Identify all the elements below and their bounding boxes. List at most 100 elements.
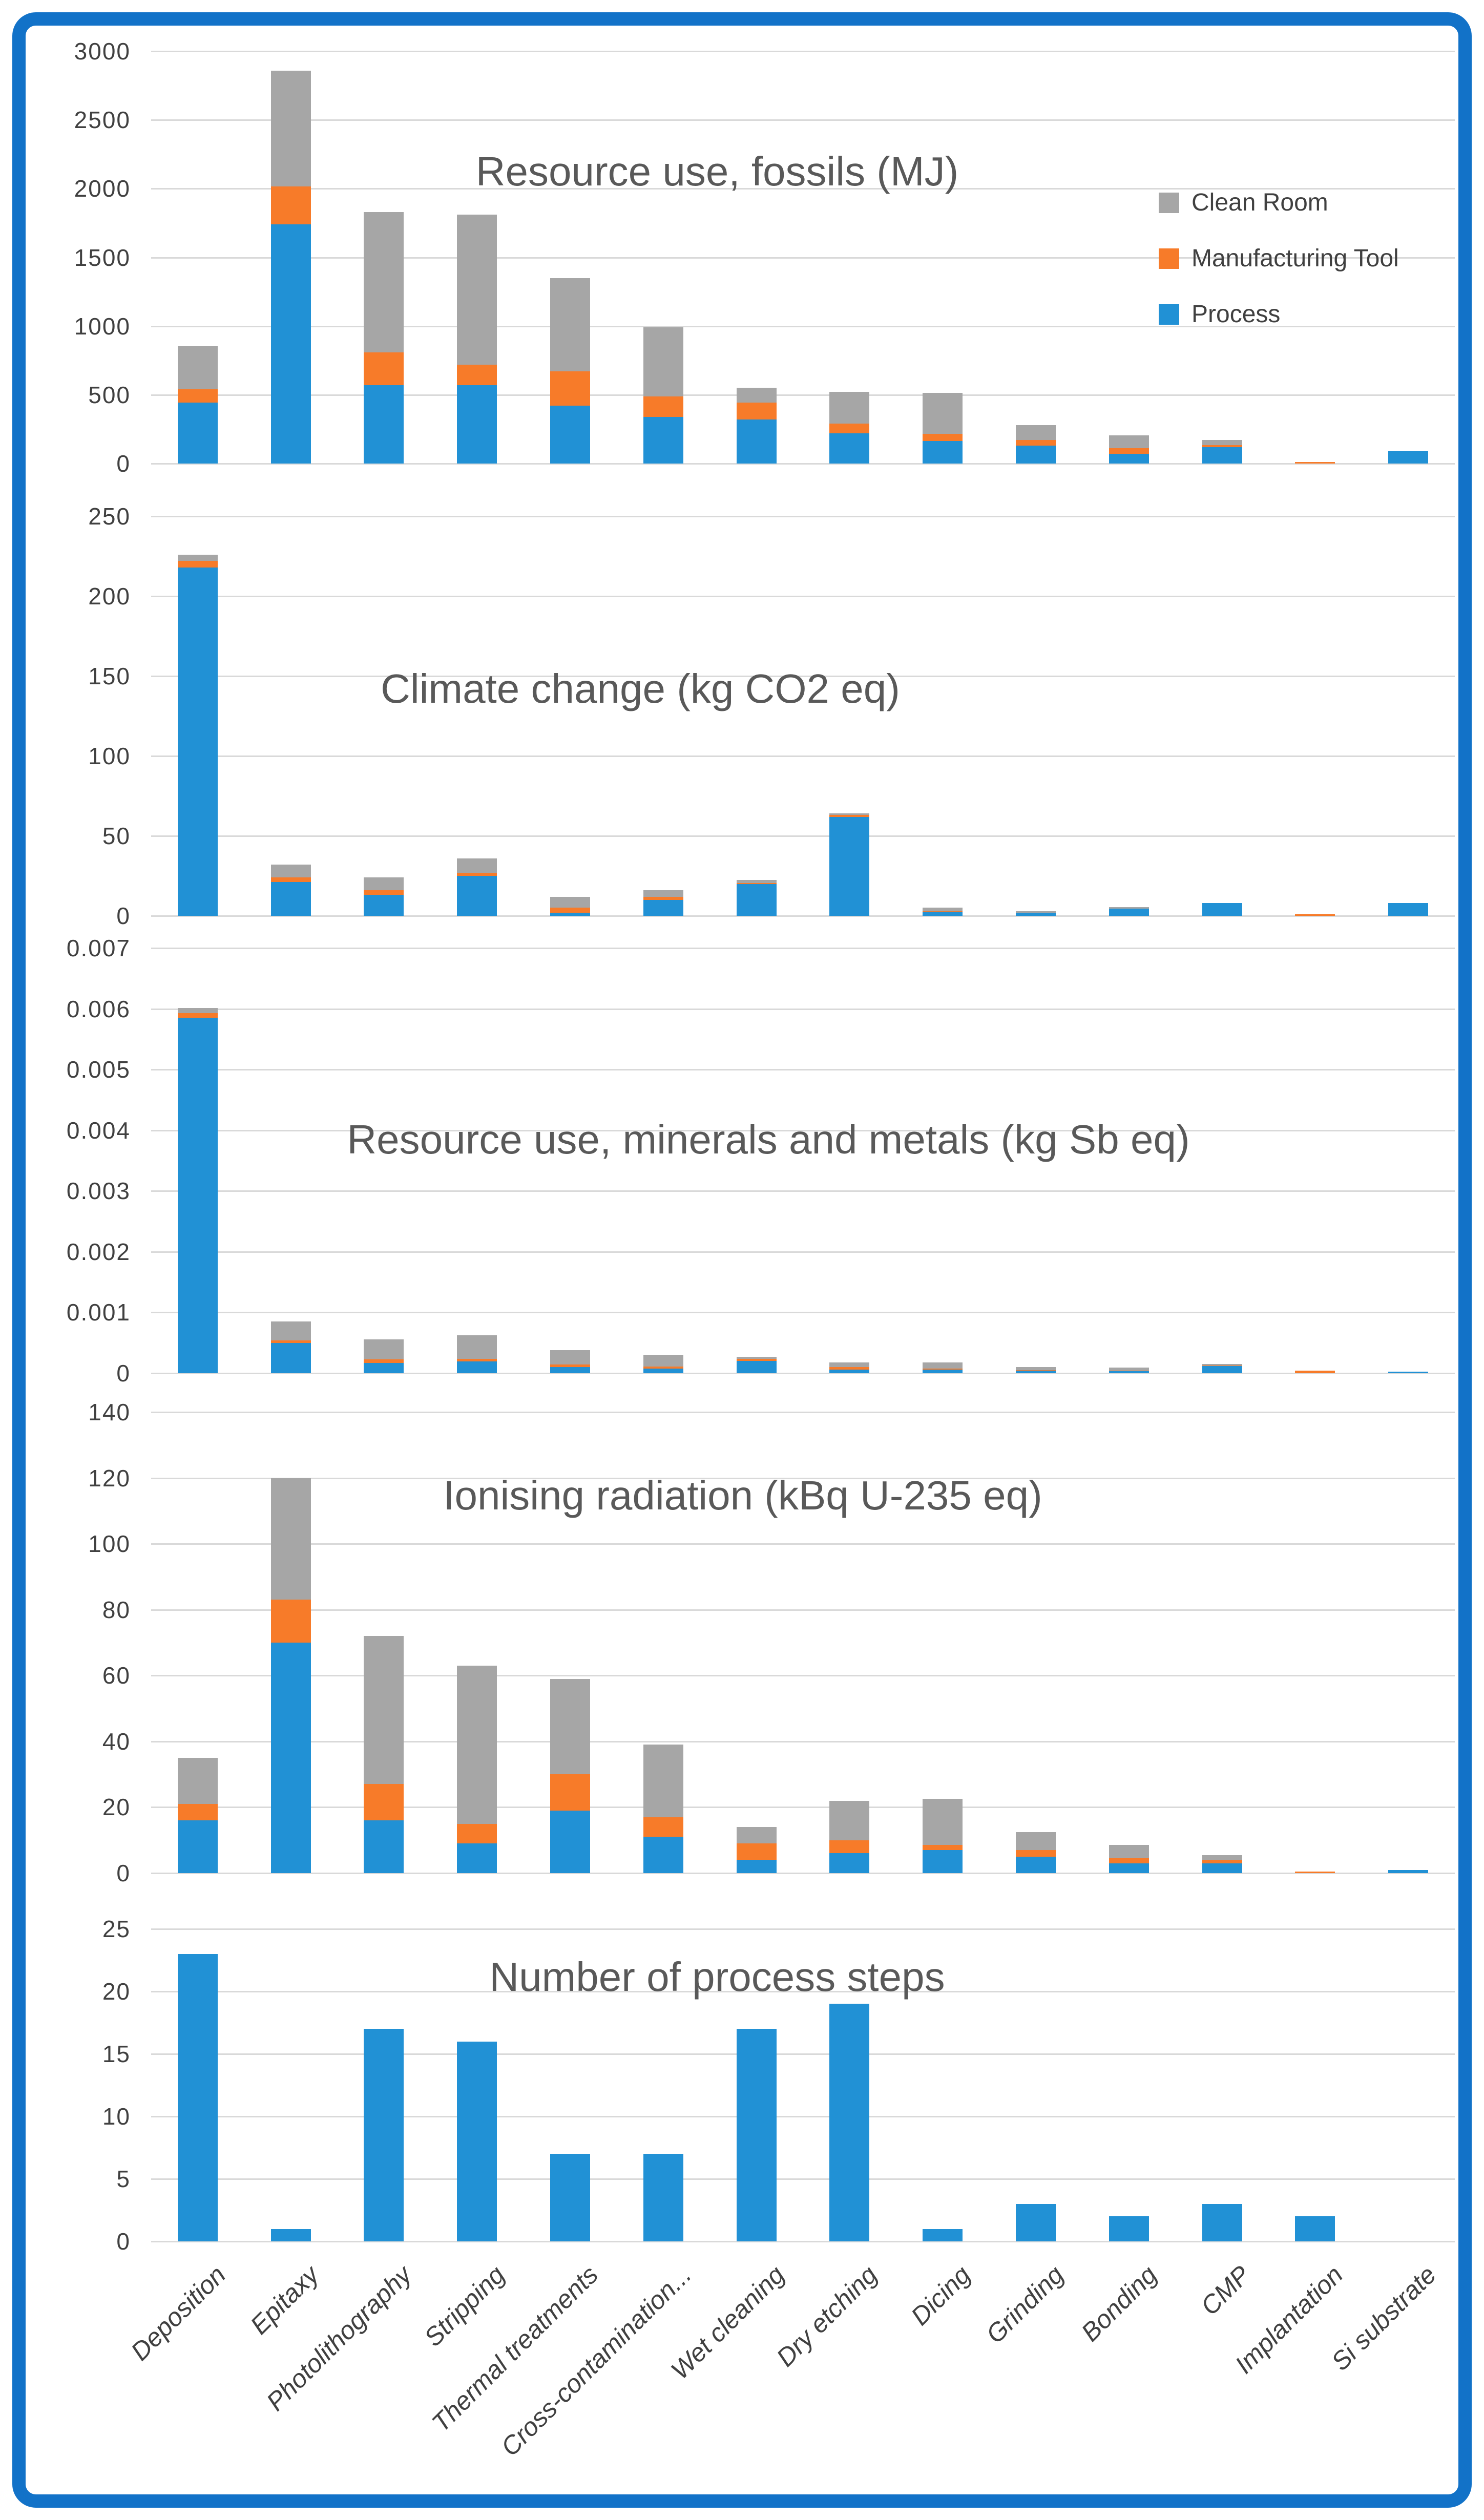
gridline bbox=[151, 1543, 1455, 1545]
gridline bbox=[151, 1008, 1455, 1010]
bar-segment-process bbox=[457, 385, 497, 464]
bar-segment-process bbox=[1202, 1366, 1242, 1373]
bar-segment-process bbox=[1295, 2216, 1335, 2241]
bar-segment-process bbox=[270, 882, 311, 916]
bar-segment-clean_room bbox=[923, 1799, 963, 1845]
gridline bbox=[151, 1873, 1455, 1874]
gridline bbox=[151, 1675, 1455, 1677]
bar-segment-tool bbox=[923, 1368, 963, 1370]
bar-segment-process bbox=[643, 1368, 683, 1373]
bar-segment-tool bbox=[457, 1358, 497, 1362]
bar-segment-process bbox=[1109, 1371, 1149, 1373]
x-axis-label: Grinding bbox=[980, 2260, 1070, 2349]
chart-title: Climate change (kg CO2 eq) bbox=[381, 666, 900, 711]
y-tick-label: 0 bbox=[116, 1360, 131, 1387]
y-tick-label: 0.007 bbox=[66, 935, 131, 961]
bar-segment-process bbox=[1202, 447, 1242, 464]
gridline bbox=[151, 463, 1455, 465]
bar-segment-clean_room bbox=[1015, 425, 1056, 440]
bar-segment-tool bbox=[829, 1840, 870, 1854]
x-axis-label: Cross-contamination... bbox=[495, 2260, 697, 2462]
bar-segment-clean_room bbox=[1109, 907, 1149, 909]
bar-segment-process bbox=[1388, 1372, 1429, 1373]
bar-segment-clean_room bbox=[643, 890, 683, 897]
x-axis-label: Deposition bbox=[125, 2260, 232, 2366]
y-tick-label: 0.004 bbox=[66, 1117, 131, 1144]
bar-segment-process bbox=[1388, 451, 1429, 464]
bar-segment-process bbox=[736, 419, 777, 464]
bar-segment-tool bbox=[550, 908, 591, 913]
gridline bbox=[151, 596, 1455, 597]
y-tick-label: 120 bbox=[88, 1464, 131, 1492]
bar-segment-clean_room bbox=[1109, 1368, 1149, 1371]
bar-segment-clean_room bbox=[364, 1636, 404, 1784]
bar-segment-process bbox=[177, 1954, 218, 2241]
bar-segment-process bbox=[736, 884, 777, 916]
chart-title: Resource use, fossils (MJ) bbox=[475, 149, 959, 194]
bar-segment-process bbox=[1109, 454, 1149, 464]
bar-segment-process bbox=[457, 1361, 497, 1373]
bar-segment-process bbox=[270, 2229, 311, 2241]
y-tick-label: 40 bbox=[102, 1728, 131, 1755]
bar-segment-clean_room bbox=[923, 1362, 963, 1369]
gridline bbox=[151, 51, 1455, 52]
y-tick-label: 0 bbox=[116, 2228, 131, 2255]
bar-segment-clean_room bbox=[457, 1335, 497, 1359]
bar-segment-clean_room bbox=[177, 1758, 218, 1804]
y-tick-label: 10 bbox=[102, 2103, 131, 2130]
bar-segment-process bbox=[1015, 446, 1056, 464]
bar-segment-process bbox=[1388, 1870, 1429, 1873]
bar-segment-tool bbox=[736, 882, 777, 884]
bar-segment-clean_room bbox=[643, 1745, 683, 1817]
gridline bbox=[151, 119, 1455, 121]
gridline bbox=[151, 755, 1455, 757]
bar-segment-process bbox=[1109, 908, 1149, 916]
y-tick-label: 2000 bbox=[74, 175, 131, 202]
bar-segment-process bbox=[643, 1837, 683, 1873]
bar-segment-clean_room bbox=[364, 212, 404, 352]
bar-segment-process bbox=[643, 2154, 683, 2241]
bar-segment-process bbox=[364, 1362, 404, 1373]
bar-segment-tool bbox=[270, 186, 311, 225]
y-tick-label: 0.001 bbox=[66, 1299, 131, 1326]
chart-title: Ionising radiation (kBq U-235 eq) bbox=[443, 1473, 1042, 1518]
gridline bbox=[151, 2053, 1455, 2055]
bar-segment-clean_room bbox=[736, 1356, 777, 1359]
bar-segment-tool bbox=[643, 896, 683, 900]
bar-segment-tool bbox=[923, 1845, 963, 1850]
gridline bbox=[151, 1069, 1455, 1071]
bar-segment-tool bbox=[457, 872, 497, 876]
bar-segment-clean_room bbox=[270, 1478, 311, 1600]
gridline bbox=[151, 1807, 1455, 1809]
bar-segment-process bbox=[643, 899, 683, 916]
bar-segment-process bbox=[270, 1342, 311, 1373]
legend-label: Manufacturing Tool bbox=[1192, 245, 1399, 272]
bar-segment-clean_room bbox=[1109, 435, 1149, 449]
bar-segment-tool bbox=[1295, 462, 1335, 464]
chart-title: Resource use, minerals and metals (kg Sb… bbox=[347, 1117, 1190, 1162]
bar-segment-process bbox=[457, 1843, 497, 1873]
gridline bbox=[151, 1740, 1455, 1742]
legend-label: Clean Room bbox=[1192, 189, 1328, 216]
bar-segment-clean_room bbox=[1015, 1367, 1056, 1371]
bar-segment-process bbox=[270, 224, 311, 464]
bar-segment-tool bbox=[829, 1367, 870, 1370]
bar-segment-clean_room bbox=[736, 1827, 777, 1844]
bar-segment-tool bbox=[364, 1359, 404, 1363]
bar-segment-process bbox=[550, 1367, 591, 1373]
y-tick-label: 150 bbox=[88, 663, 131, 689]
gridline bbox=[151, 2241, 1455, 2242]
bar-segment-process bbox=[829, 433, 870, 464]
bar-segment-tool bbox=[270, 1600, 311, 1643]
bar-segment-tool bbox=[457, 1823, 497, 1844]
gridline bbox=[151, 257, 1455, 259]
bar-segment-process bbox=[550, 912, 591, 916]
bar-segment-process bbox=[1015, 1371, 1056, 1373]
y-tick-label: 100 bbox=[88, 1530, 131, 1558]
legend-item: Process bbox=[1159, 300, 1280, 328]
bar-segment-tool bbox=[1015, 440, 1056, 446]
legend-swatch-icon bbox=[1159, 192, 1179, 213]
bar-segment-tool bbox=[270, 1340, 311, 1343]
bar-segment-process bbox=[1015, 1856, 1056, 1873]
bar-segment-tool bbox=[457, 364, 497, 386]
